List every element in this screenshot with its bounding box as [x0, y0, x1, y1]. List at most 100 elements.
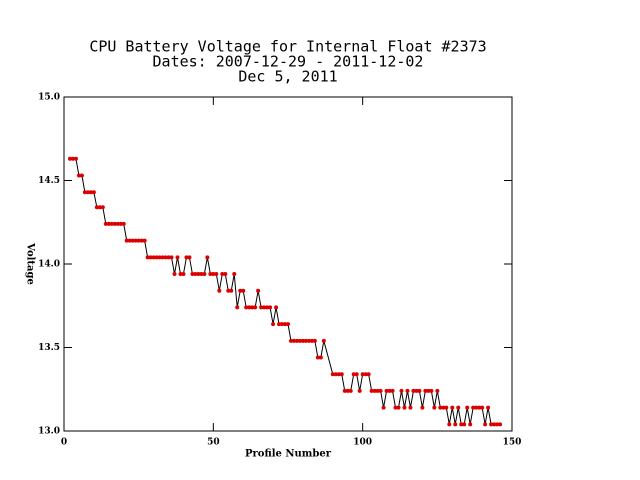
data-point — [288, 338, 293, 343]
data-point — [450, 405, 455, 410]
data-point — [127, 238, 132, 243]
data-point — [280, 322, 285, 327]
data-point — [444, 405, 449, 410]
data-point — [309, 338, 314, 343]
x-tick-label: 50 — [207, 438, 220, 448]
data-point — [447, 422, 452, 427]
data-point — [130, 238, 135, 243]
y-tick-label: 14.5 — [38, 176, 60, 186]
data-point — [76, 173, 81, 178]
data-point — [480, 405, 485, 410]
data-point — [169, 255, 174, 260]
data-point — [133, 238, 138, 243]
data-point — [345, 388, 350, 393]
data-point — [202, 272, 207, 277]
data-point — [94, 205, 99, 210]
data-point — [184, 255, 189, 260]
data-point — [187, 255, 192, 260]
data-point — [163, 255, 168, 260]
data-point — [417, 388, 422, 393]
data-point — [196, 272, 201, 277]
data-point — [375, 388, 380, 393]
data-point — [181, 272, 186, 277]
data-point — [369, 388, 374, 393]
data-point — [456, 405, 461, 410]
data-point — [106, 221, 111, 226]
data-point — [339, 372, 344, 377]
data-point — [459, 422, 464, 427]
data-point — [432, 405, 437, 410]
data-point — [223, 272, 228, 277]
data-point — [402, 405, 407, 410]
chart-title: CPU Battery Voltage for Internal Float #… — [89, 38, 486, 56]
data-point — [474, 405, 479, 410]
data-point — [232, 272, 237, 277]
data-point — [109, 221, 114, 226]
data-point — [250, 305, 255, 310]
data-point — [435, 388, 440, 393]
data-point — [79, 173, 84, 178]
data-point — [205, 255, 210, 260]
data-point — [330, 372, 335, 377]
data-point — [211, 272, 216, 277]
data-point — [142, 238, 147, 243]
data-point — [396, 405, 401, 410]
data-point — [274, 305, 279, 310]
data-point — [208, 272, 213, 277]
data-point — [193, 272, 198, 277]
data-point — [244, 305, 249, 310]
data-point — [348, 388, 353, 393]
data-point — [363, 372, 368, 377]
data-point — [67, 156, 72, 161]
data-point — [154, 255, 159, 260]
data-point — [429, 388, 434, 393]
data-point — [489, 422, 494, 427]
data-point — [268, 305, 273, 310]
data-point — [139, 238, 144, 243]
data-point — [253, 305, 258, 310]
data-point — [372, 388, 377, 393]
data-point — [300, 338, 305, 343]
data-point — [157, 255, 162, 260]
chart-subtitle: Dates: 2007-12-29 - 2011-12-02 — [153, 53, 424, 71]
data-point — [405, 388, 410, 393]
data-point — [336, 372, 341, 377]
data-point — [118, 221, 123, 226]
data-point — [247, 305, 252, 310]
data-point — [411, 388, 416, 393]
data-point — [88, 190, 93, 195]
y-axis-label: Voltage — [25, 242, 36, 285]
data-point — [390, 388, 395, 393]
y-tick-label: 13.0 — [38, 427, 60, 437]
data-point — [229, 288, 234, 293]
data-point — [256, 288, 261, 293]
data-point — [73, 156, 78, 161]
x-tick-label: 150 — [503, 438, 522, 448]
data-point — [357, 388, 362, 393]
data-point — [354, 372, 359, 377]
data-point — [486, 405, 491, 410]
data-point — [420, 405, 425, 410]
data-point — [271, 322, 276, 327]
data-point — [100, 205, 105, 210]
y-tick-label: 15.0 — [38, 93, 60, 103]
data-point — [483, 422, 488, 427]
data-point — [321, 338, 326, 343]
data-point — [283, 322, 288, 327]
data-point — [199, 272, 204, 277]
data-point — [408, 405, 413, 410]
data-point — [492, 422, 497, 427]
data-point — [315, 355, 320, 360]
data-point — [477, 405, 482, 410]
data-point — [286, 322, 290, 327]
data-point — [294, 338, 299, 343]
data-point — [462, 422, 467, 427]
data-point — [291, 338, 296, 343]
data-point — [172, 272, 177, 277]
data-point — [166, 255, 171, 260]
chart-date: Dec 5, 2011 — [238, 68, 337, 86]
data-point — [342, 388, 347, 393]
data-point — [121, 221, 126, 226]
